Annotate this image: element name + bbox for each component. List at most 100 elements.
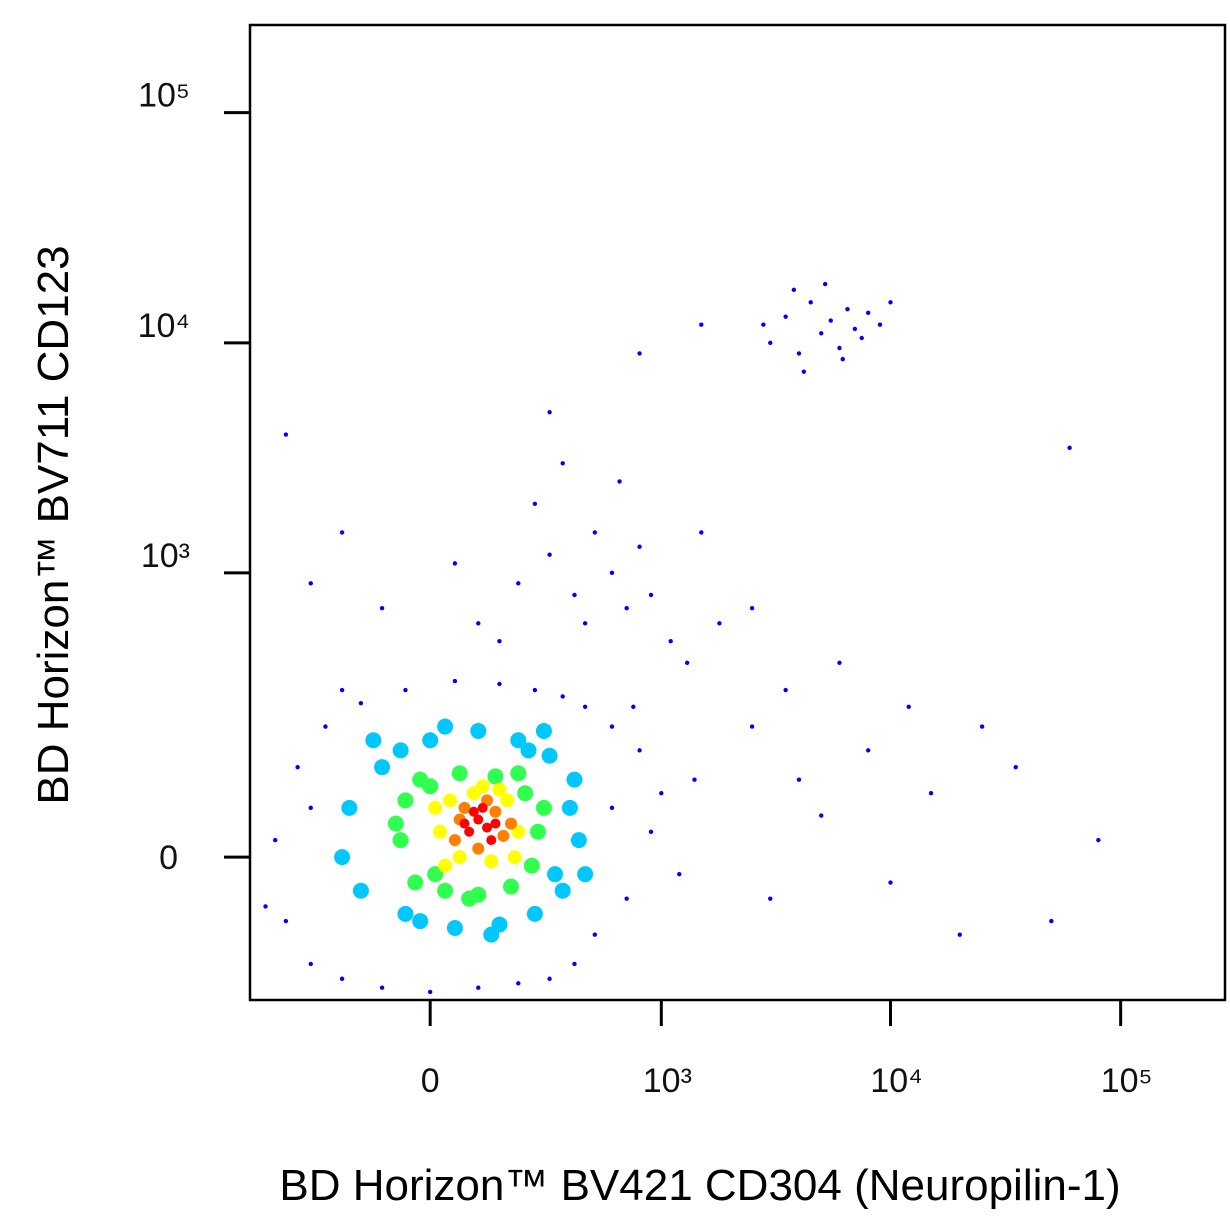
point [484,854,499,869]
point [592,932,598,937]
point [761,322,766,327]
point [637,748,642,753]
point [489,805,502,818]
point [547,552,552,557]
point [446,920,463,937]
point [819,813,824,818]
point [699,530,704,535]
x-tick-label: 0 [421,1062,440,1100]
point [796,351,802,356]
point [749,724,755,729]
point [749,605,755,611]
point [801,369,807,374]
point [609,805,615,811]
point [592,530,598,535]
point [808,300,813,305]
point [437,882,454,899]
point [443,793,458,808]
point [507,850,522,865]
point [461,890,478,907]
point [422,732,439,749]
point [1013,764,1018,770]
point [379,605,385,611]
y-tick-label: 10⁴ [138,307,190,345]
point [503,878,520,895]
point [458,801,471,814]
point [452,561,458,566]
point [783,314,788,319]
point [840,356,845,362]
point [668,638,673,644]
point [427,866,444,883]
point [433,824,448,839]
point [470,722,487,739]
point [483,926,500,943]
points [263,281,1101,995]
point [572,592,577,598]
point [339,687,345,693]
point [609,724,615,729]
point [339,976,345,981]
point [547,976,552,981]
point [529,823,546,840]
point [637,544,642,549]
point [323,724,328,729]
x-tick-label: 10⁴ [870,1062,922,1100]
point [637,351,642,356]
point [397,905,414,922]
point [852,326,858,332]
point [532,687,538,693]
point [837,345,842,351]
point [791,287,797,293]
point [497,638,502,644]
y-axis-label: BD Horizon™ BV711 CD123 [29,245,78,804]
point [283,918,289,924]
point [957,932,962,937]
point [547,410,552,415]
point [392,742,409,759]
point [295,764,300,770]
point [677,871,682,877]
x-axis-label: BD Horizon™ BV421 CD304 (Neuropilin-1) [279,1161,1120,1210]
point [648,592,654,598]
x-tick-label: 10⁵ [1101,1062,1153,1100]
point [609,570,615,576]
point [845,307,850,312]
point [648,829,654,834]
point [464,826,475,837]
point [520,742,537,759]
point [684,660,690,665]
point [365,732,382,749]
point [492,782,507,797]
point [526,905,543,922]
point [624,896,629,901]
point [796,777,802,782]
point [570,832,587,849]
point [768,896,773,901]
point [407,874,424,891]
point [517,785,534,802]
point [577,866,594,883]
point [448,834,461,847]
point [906,704,911,709]
y-tick-label: 0 [159,839,178,877]
point [437,718,454,735]
point [516,581,521,586]
point [505,817,518,830]
point [263,904,268,909]
point [516,981,521,986]
y-tick-label: 10⁵ [138,77,190,115]
point [768,340,773,346]
point [692,777,697,782]
point [523,857,540,874]
point [490,818,501,829]
point [535,722,552,739]
point [387,815,404,832]
point [566,771,583,788]
point [1096,837,1101,843]
point [866,310,871,316]
point [477,802,488,813]
point [582,704,588,709]
